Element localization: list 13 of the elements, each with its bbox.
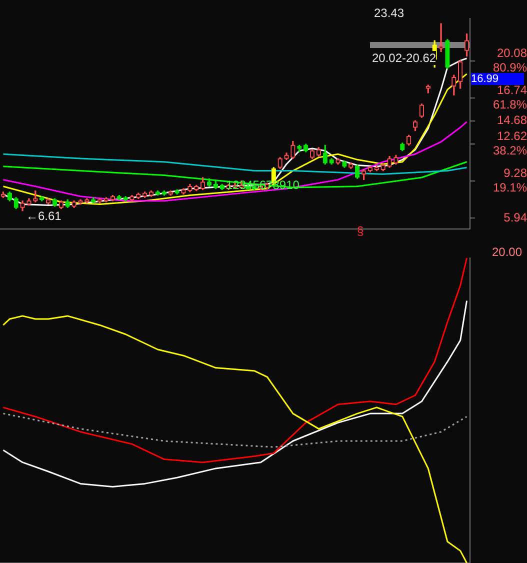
annotation: 20.02-20.62 bbox=[372, 51, 436, 65]
text: 16.99 bbox=[471, 73, 524, 85]
y-tick-label: 9.28 19.1% bbox=[492, 166, 527, 195]
annotation: 12345678910 bbox=[226, 178, 300, 192]
y-tick-label: 12.62 38.2% bbox=[492, 128, 527, 158]
y-tick-label: 14.68 bbox=[496, 113, 527, 128]
text: 20.00 bbox=[492, 245, 522, 259]
y-tick-label: 5.94 bbox=[504, 210, 527, 225]
y-tick-label: 20.08 80.9% bbox=[492, 46, 527, 74]
annotation: 23.43 bbox=[374, 6, 404, 20]
annotation: § bbox=[357, 224, 364, 238]
y-tick-label: 16.74 61.8% bbox=[492, 83, 527, 112]
annotation: ←6.61 bbox=[26, 209, 62, 223]
